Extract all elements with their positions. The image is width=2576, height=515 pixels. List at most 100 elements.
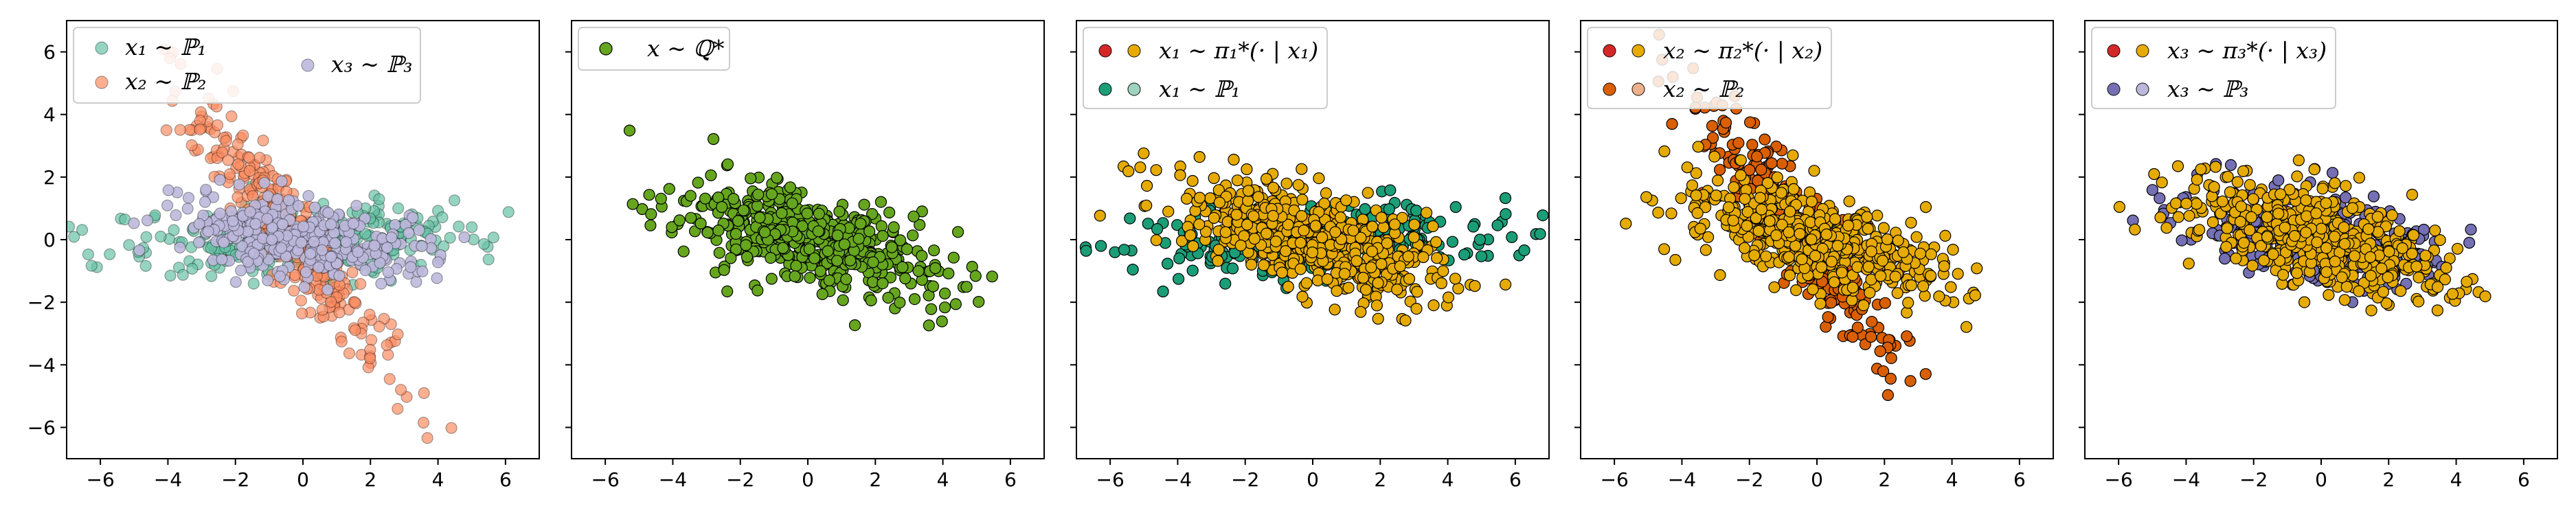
- data-point: [1925, 270, 1937, 282]
- data-point: [2235, 201, 2248, 213]
- legend-marker: [1631, 44, 1645, 58]
- data-point: [1094, 209, 1106, 222]
- data-point: [1193, 218, 1206, 231]
- data-point: [2272, 207, 2285, 220]
- data-point: [282, 194, 295, 207]
- data-point: [1134, 161, 1146, 174]
- data-point: [936, 315, 948, 328]
- data-point: [1755, 163, 1767, 176]
- data-point: [823, 274, 835, 286]
- x-tick-label: −6: [87, 468, 115, 491]
- data-point: [1727, 214, 1739, 227]
- data-point: [295, 307, 308, 320]
- data-point: [128, 217, 140, 229]
- data-point: [912, 265, 925, 277]
- x-tick-label: 4: [937, 468, 949, 491]
- data-point: [1518, 244, 1530, 257]
- data-point: [716, 201, 728, 214]
- data-point: [923, 319, 935, 332]
- data-point: [942, 267, 955, 279]
- data-point: [363, 308, 376, 321]
- data-point: [1805, 195, 1818, 208]
- data-point: [2277, 268, 2290, 281]
- data-point: [1175, 235, 1188, 247]
- data-point: [1952, 268, 1964, 280]
- data-point: [969, 270, 982, 282]
- data-point: [1095, 240, 1107, 252]
- data-point: [1340, 194, 1353, 207]
- data-point: [730, 228, 743, 240]
- data-point: [2113, 201, 2125, 213]
- data-point: [237, 129, 249, 141]
- data-point: [1118, 244, 1131, 256]
- x-tick-label: 0: [1811, 468, 1823, 491]
- data-point: [1186, 174, 1199, 187]
- data-point: [2193, 224, 2206, 236]
- data-point: [2329, 177, 2341, 190]
- data-point: [837, 294, 849, 306]
- data-point: [313, 261, 325, 273]
- data-point: [765, 252, 777, 264]
- data-point: [1961, 321, 1973, 333]
- data-point: [385, 231, 398, 244]
- data-point: [1763, 215, 1776, 227]
- data-point: [2220, 240, 2233, 253]
- data-point: [1365, 261, 1377, 273]
- x-tick-label: 6: [2013, 468, 2026, 491]
- x-tick-label: 4: [1442, 468, 1454, 491]
- data-point: [2160, 222, 2173, 234]
- legend-marker: [1603, 44, 1616, 58]
- data-point: [1151, 222, 1164, 236]
- legend: x ∼ ℚ*: [578, 27, 730, 71]
- data-point: [1702, 231, 1715, 243]
- data-point: [1500, 208, 1512, 220]
- data-point: [222, 154, 234, 166]
- data-point: [894, 234, 907, 247]
- data-point: [1722, 201, 1735, 214]
- data-point: [1377, 221, 1390, 233]
- data-point: [822, 245, 834, 258]
- data-point: [927, 244, 940, 257]
- data-point: [745, 172, 757, 185]
- x-tick-label: −4: [1668, 468, 1696, 491]
- data-point: [1919, 290, 1931, 302]
- data-point: [235, 264, 247, 277]
- data-point: [1947, 244, 1959, 256]
- legend-marker: [2136, 82, 2149, 96]
- data-point: [275, 175, 288, 187]
- points-layer: [1620, 28, 1983, 402]
- data-point: [295, 236, 308, 249]
- data-point: [1267, 181, 1280, 194]
- data-point: [1658, 145, 1671, 157]
- legend: x₃ ∼ π₃*(· | x₃) x₃ ∼ ℙ₃: [2091, 27, 2336, 109]
- data-point: [740, 239, 752, 251]
- data-point: [1499, 192, 1512, 205]
- data-point: [2208, 181, 2220, 193]
- data-point: [1945, 281, 1957, 293]
- data-point: [1449, 273, 1462, 285]
- data-point: [1666, 117, 1678, 130]
- data-point: [448, 194, 461, 207]
- data-point: [1905, 279, 1917, 292]
- data-point: [1241, 218, 1254, 231]
- data-point: [2320, 197, 2332, 209]
- data-point: [1822, 311, 1834, 323]
- x-tick-label: 2: [364, 468, 376, 491]
- data-point: [2419, 249, 2432, 262]
- data-point: [1831, 240, 1844, 252]
- data-point: [2279, 221, 2291, 233]
- data-point: [2365, 304, 2377, 317]
- data-point: [1208, 211, 1220, 224]
- data-point: [2209, 161, 2222, 173]
- data-point: [68, 231, 80, 243]
- data-point: [2353, 172, 2366, 184]
- data-point: [2340, 192, 2352, 204]
- data-point: [205, 270, 218, 282]
- data-point: [276, 218, 289, 231]
- data-point: [1842, 219, 1855, 232]
- data-point: [2154, 211, 2167, 224]
- data-point: [777, 242, 789, 254]
- data-point: [1752, 225, 1765, 237]
- data-point: [1735, 154, 1747, 166]
